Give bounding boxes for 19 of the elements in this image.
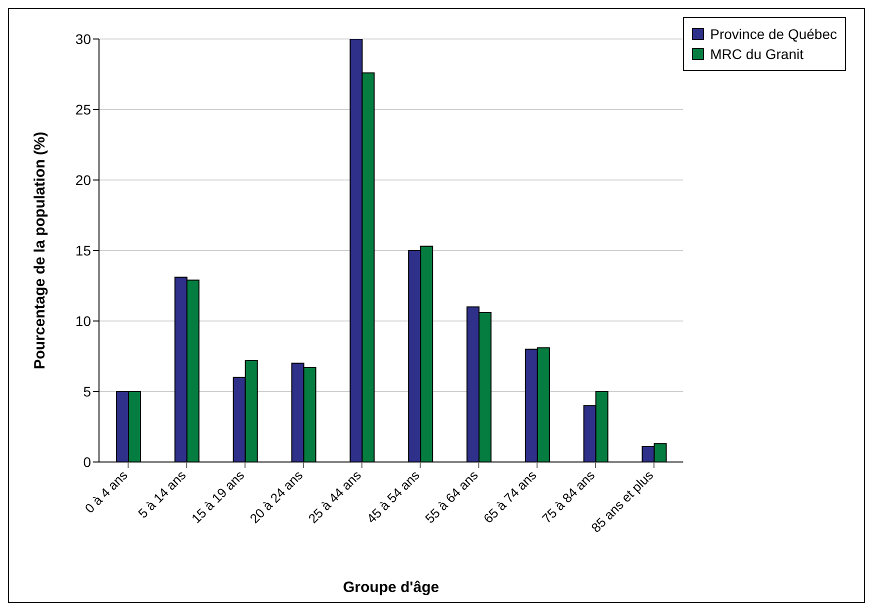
legend-label: Province de Québec: [710, 26, 837, 42]
x-tick-label: 45 à 54 ans: [364, 467, 423, 526]
y-tick-label: 30: [75, 30, 92, 47]
y-tick-label: 15: [75, 242, 92, 258]
x-tick-label: 5 à 14 ans: [135, 467, 190, 522]
y-tick-label: 20: [75, 172, 92, 188]
y-tick-label: 0: [83, 454, 92, 470]
x-tick-label: 15 à 19 ans: [188, 467, 248, 526]
x-tick-label: 0 à 4 ans: [82, 467, 131, 516]
y-axis-title: Pourcentage de la population (%): [31, 132, 48, 370]
x-tick-label: 55 à 64 ans: [422, 467, 482, 526]
x-tick-label: 25 à 44 ans: [305, 467, 364, 526]
x-tick-label: 65 à 74 ans: [480, 467, 540, 526]
x-tick-label: 20 à 24 ans: [246, 467, 306, 526]
y-tick-label: 5: [83, 383, 92, 400]
x-axis-title: Groupe d'âge: [343, 579, 440, 596]
y-tick-label: 10: [75, 312, 92, 329]
legend-label: MRC du Granit: [710, 46, 804, 62]
y-tick-label: 25: [75, 101, 92, 118]
